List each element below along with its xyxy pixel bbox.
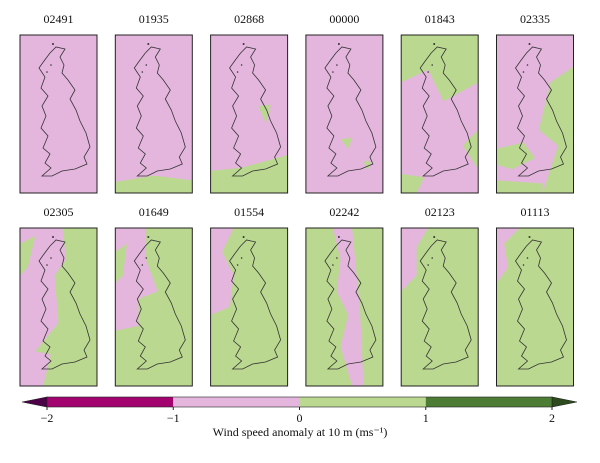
anomaly-region [258, 104, 271, 124]
map-frame [496, 227, 574, 387]
map-background [20, 35, 97, 193]
anomaly-region [496, 228, 574, 386]
colorbar-segment [425, 397, 552, 407]
panel-title: 02335 [520, 12, 550, 26]
panel-title: 01843 [425, 12, 455, 26]
colorbar: −2 −1 0 1 2 [21, 396, 578, 425]
map-frame [19, 34, 98, 194]
colorbar-over [551, 396, 578, 408]
panel-title: 02491 [44, 12, 74, 26]
anomaly-region [401, 174, 425, 193]
panel-title: 00000 [329, 12, 359, 26]
colorbar-segment [173, 397, 300, 407]
colorbar-tick-label: −1 [167, 411, 180, 425]
map-frame [210, 34, 289, 194]
anomaly-region [401, 35, 479, 102]
anomaly-region [462, 129, 479, 170]
anomaly-region [340, 137, 353, 149]
map-frame [305, 227, 384, 387]
panel-title: 02305 [44, 205, 74, 219]
anomaly-region [496, 142, 535, 170]
map-frame [114, 227, 193, 387]
map-panels: 02491 01935 02868 00000 01843 02335 02305 01649… [19, 12, 574, 387]
anomaly-region [115, 243, 127, 284]
anomaly-region [305, 228, 353, 386]
colorbar-label: Wind speed anomaly at 10 m (ms⁻¹) [213, 425, 388, 439]
panel-title: 01935 [139, 12, 169, 26]
panel-title: 01649 [139, 205, 169, 219]
anomaly-region [538, 66, 574, 193]
map-background [305, 35, 383, 193]
colorbar-segment [299, 397, 426, 407]
panel-title: 02868 [234, 12, 264, 26]
map-frame [400, 227, 479, 387]
map-frame [496, 34, 574, 194]
panel-title: 01554 [234, 205, 264, 219]
anomaly-region [35, 228, 97, 386]
panel-title: 02123 [425, 205, 455, 219]
anomaly-region [210, 228, 288, 386]
map-background [115, 35, 193, 193]
colorbar-tick-label: 0 [297, 411, 303, 425]
anomaly-region [115, 228, 193, 386]
anomaly-region [496, 180, 543, 193]
map-frame [305, 34, 384, 194]
colorbar-tick-label: −2 [41, 411, 54, 425]
anomaly-region [210, 155, 288, 193]
colorbar-tick-label: 2 [549, 411, 555, 425]
map-frame [114, 34, 193, 194]
panel-title: 02242 [329, 205, 359, 219]
map-frame [19, 227, 98, 387]
colorbar-tick-label: 1 [423, 411, 429, 425]
anomaly-region [20, 235, 36, 276]
anomaly-region [352, 228, 383, 386]
anomaly-region [401, 228, 479, 386]
panel-title: 01113 [520, 205, 549, 219]
colorbar-under [21, 396, 48, 408]
anomaly-region [115, 175, 193, 193]
colorbar-segment [47, 397, 174, 407]
map-frame [210, 227, 289, 387]
map-frame [400, 34, 479, 194]
